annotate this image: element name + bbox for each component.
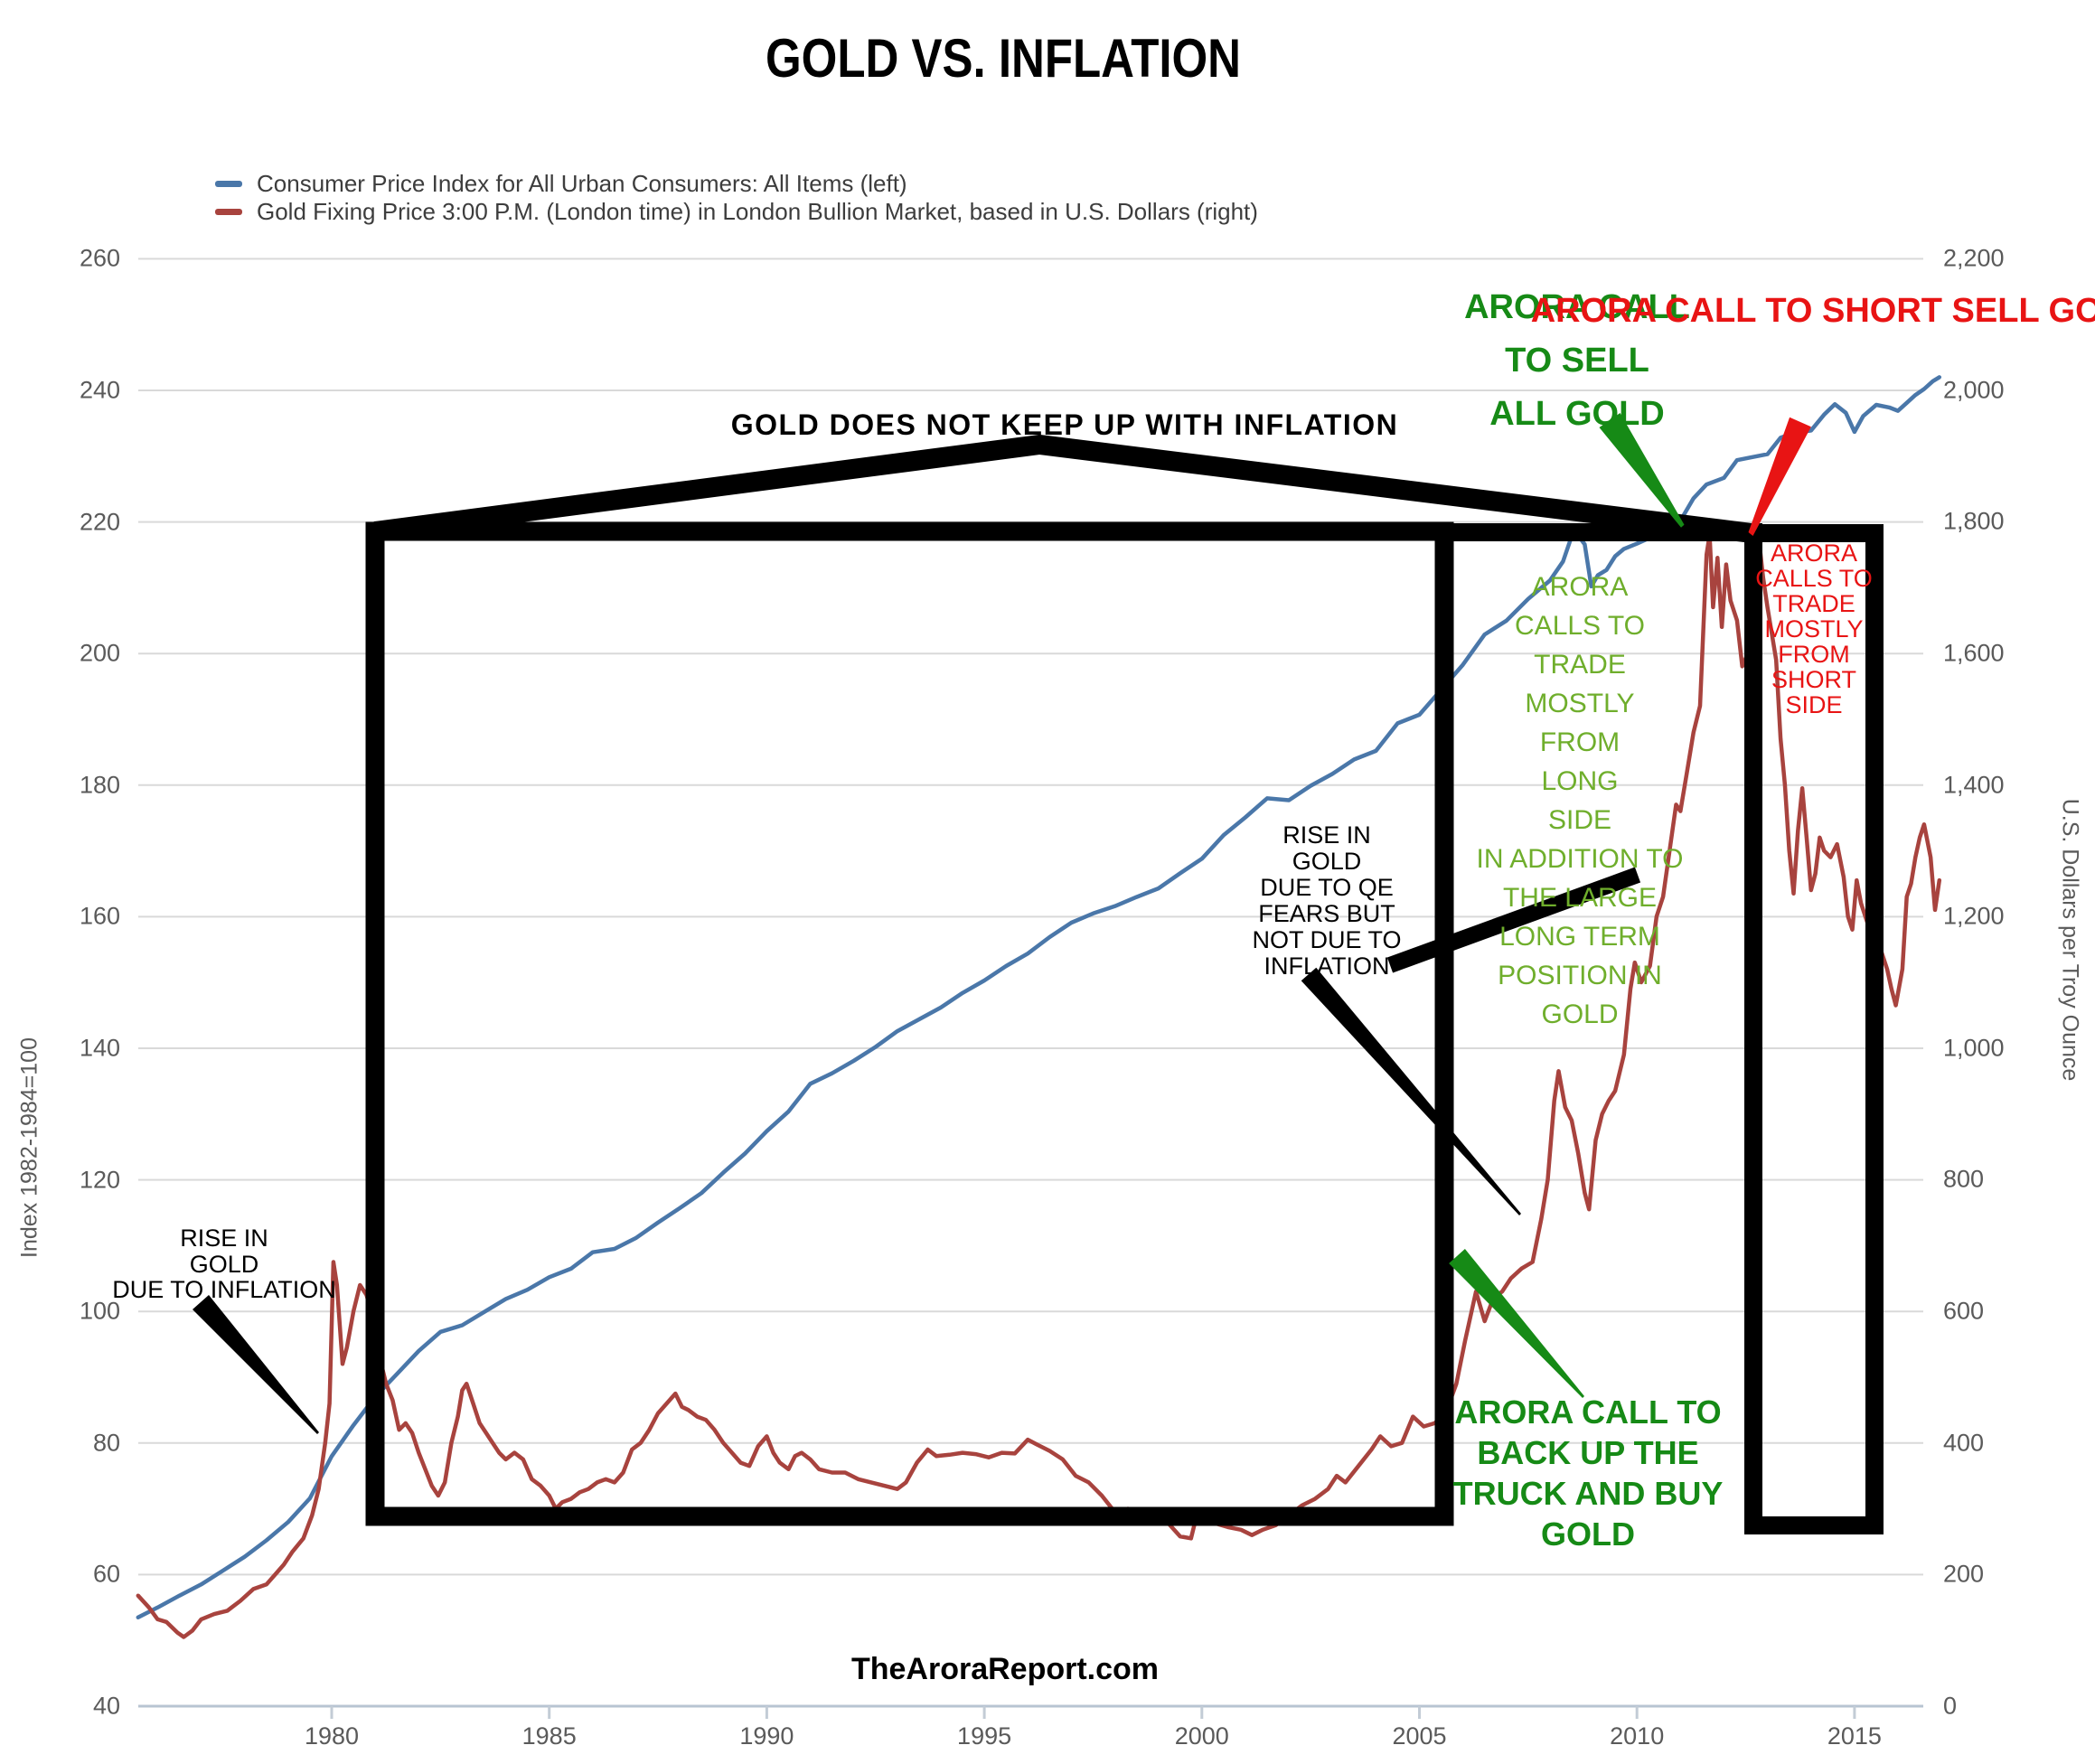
left-axis-tick-label: 40 xyxy=(92,1692,120,1720)
short-sell-gold-arrow xyxy=(1748,417,1811,536)
right-axis-tick-label: 1,400 xyxy=(1943,771,2005,799)
left-axis-tick-label: 220 xyxy=(79,508,120,536)
left-axis-tick-label: 160 xyxy=(79,902,120,930)
headline-roof-lines xyxy=(373,434,1753,543)
cpi-line xyxy=(136,375,1942,1619)
x-axis-tick-label: 1980 xyxy=(304,1722,360,1750)
annotation-qe-fears: RISE IN GOLD DUE TO QE FEARS BUT NOT DUE… xyxy=(1252,821,1402,980)
legend-item-label: Consumer Price Index for All Urban Consu… xyxy=(257,170,907,197)
inflation-rise-arrow xyxy=(193,1295,319,1434)
right-axis-tick-label: 1,000 xyxy=(1943,1034,2005,1062)
right-axis-tick-label: 2,000 xyxy=(1943,376,2005,404)
right-axis-tick-label: 1,600 xyxy=(1943,639,2005,667)
right-axis-tick-label: 400 xyxy=(1943,1429,1985,1457)
qe-fears-arrow xyxy=(1301,967,1521,1215)
x-axis-tick-label: 1995 xyxy=(957,1722,1012,1750)
chart-title: GOLD VS. INFLATION xyxy=(765,28,1242,89)
left-axis-tick-label: 120 xyxy=(79,1166,120,1194)
x-axis-tick-label: 2000 xyxy=(1174,1722,1229,1750)
right-axis-tick-label: 2,200 xyxy=(1943,244,2005,272)
annotation-inflation-rise: RISE IN GOLD DUE TO INFLATION xyxy=(112,1224,336,1303)
x-axis-tick-label: 2015 xyxy=(1827,1722,1882,1750)
right-axis-tick-label: 1,200 xyxy=(1943,902,2005,930)
gold-series-swatch xyxy=(215,209,242,215)
legend-item-cpi: Consumer Price Index for All Urban Consu… xyxy=(215,170,1258,198)
right-axis-tick-label: 800 xyxy=(1943,1165,1985,1193)
sell-all-gold-arrow xyxy=(1599,413,1685,528)
annotation-headline: GOLD DOES NOT KEEP UP WITH INFLATION xyxy=(730,408,1399,441)
x-axis-tick-label: 1985 xyxy=(521,1722,577,1750)
annotation-trade-long-side: ARORA CALLS TO TRADE MOSTLY FROM LONG SI… xyxy=(1476,572,1684,1029)
right-axis-title: U.S. Dollars per Troy Ounce xyxy=(2057,798,2083,1082)
right-axis-tick-label: 200 xyxy=(1943,1560,1985,1588)
gold-flat-period-box xyxy=(365,521,1454,1526)
annotation-trade-short-side: ARORA CALLS TO TRADE MOSTLY FROM SHORT S… xyxy=(1755,540,1873,718)
left-axis-tick-label: 200 xyxy=(79,639,120,667)
x-axis-tick-label: 2005 xyxy=(1392,1722,1447,1750)
left-axis-tick-label: 240 xyxy=(79,376,120,404)
legend: Consumer Price Index for All Urban Consu… xyxy=(215,170,1258,226)
annotation-sell-all-gold: ARORA CALL TO SELL ALL GOLD xyxy=(1464,288,1690,433)
left-axis-title: Index 1982-1984=100 xyxy=(16,1037,42,1258)
x-axis-tick-label: 1990 xyxy=(739,1722,794,1750)
x-axis xyxy=(138,1704,1923,1719)
annotation-back-up-truck: ARORA CALL TO BACK UP THE TRUCK AND BUY … xyxy=(1452,1393,1724,1553)
cpi-series-swatch xyxy=(215,181,242,187)
right-axis-tick-label: 600 xyxy=(1943,1297,1985,1325)
left-axis-tick-label: 100 xyxy=(79,1297,120,1325)
annotation-shapes xyxy=(193,413,1884,1534)
short-side-period-box xyxy=(1744,524,1884,1534)
right-axis-tick-label: 0 xyxy=(1943,1692,1958,1720)
right-axis-tick-label: 1,800 xyxy=(1943,507,2005,535)
left-axis-tick-label: 60 xyxy=(92,1560,120,1588)
qe-fears-pointer-line xyxy=(1386,867,1641,973)
left-axis-tick-label: 180 xyxy=(79,771,120,799)
legend-item-label: Gold Fixing Price 3:00 P.M. (London time… xyxy=(257,198,1258,225)
back-up-truck-arrow xyxy=(1449,1249,1584,1398)
left-axis-tick-label: 260 xyxy=(79,244,120,272)
annotation-short-sell-gold: ARORA CALL TO SHORT SELL GOLD xyxy=(1530,292,2095,330)
left-axis-tick-label: 140 xyxy=(79,1034,120,1062)
legend-item-gold: Gold Fixing Price 3:00 P.M. (London time… xyxy=(215,198,1258,226)
left-axis-tick-label: 80 xyxy=(92,1429,120,1457)
x-axis-tick-label: 2010 xyxy=(1610,1722,1665,1750)
watermark: TheAroraReport.com xyxy=(850,1652,1160,1686)
